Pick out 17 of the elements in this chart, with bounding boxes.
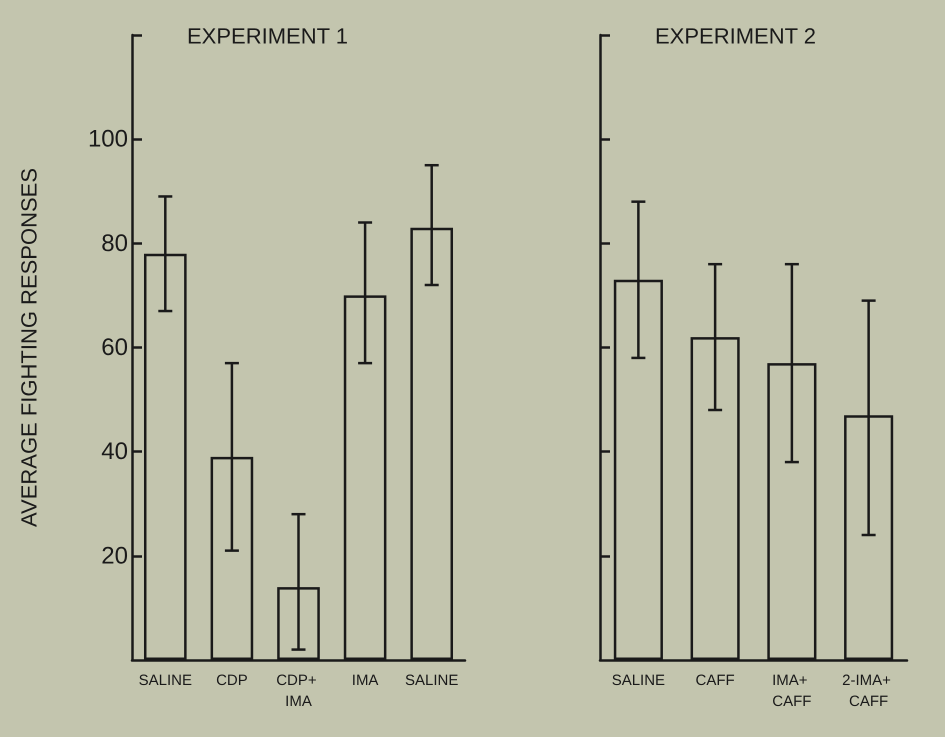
y-tick-label: 20 xyxy=(101,542,128,570)
y-tick-label: 40 xyxy=(101,438,128,466)
x-tick-label: CDP xyxy=(216,672,248,689)
y-tick-label: 80 xyxy=(101,230,128,257)
chart-title: EXPERIMENT 2 xyxy=(655,24,816,48)
y-tick-label: 60 xyxy=(101,334,128,361)
chart-title: EXPERIMENT 1 xyxy=(187,24,348,48)
y-tick-label: 100 xyxy=(88,126,128,153)
x-tick-label: SALINE xyxy=(612,672,666,689)
x-tick-label: SALINE xyxy=(405,672,458,689)
x-tick-label: SALINE xyxy=(138,672,192,689)
x-tick-label: IMA xyxy=(352,672,378,689)
x-tick-label: CAFF xyxy=(696,672,735,689)
y-axis-title: AVERAGE FIGHTING RESPONSES xyxy=(16,168,42,527)
x-tick-label: IMA+ CAFF xyxy=(772,672,812,710)
x-tick-label: CDP+ IMA xyxy=(276,672,321,710)
x-tick-label: 2-IMA+ CAFF xyxy=(842,672,896,710)
